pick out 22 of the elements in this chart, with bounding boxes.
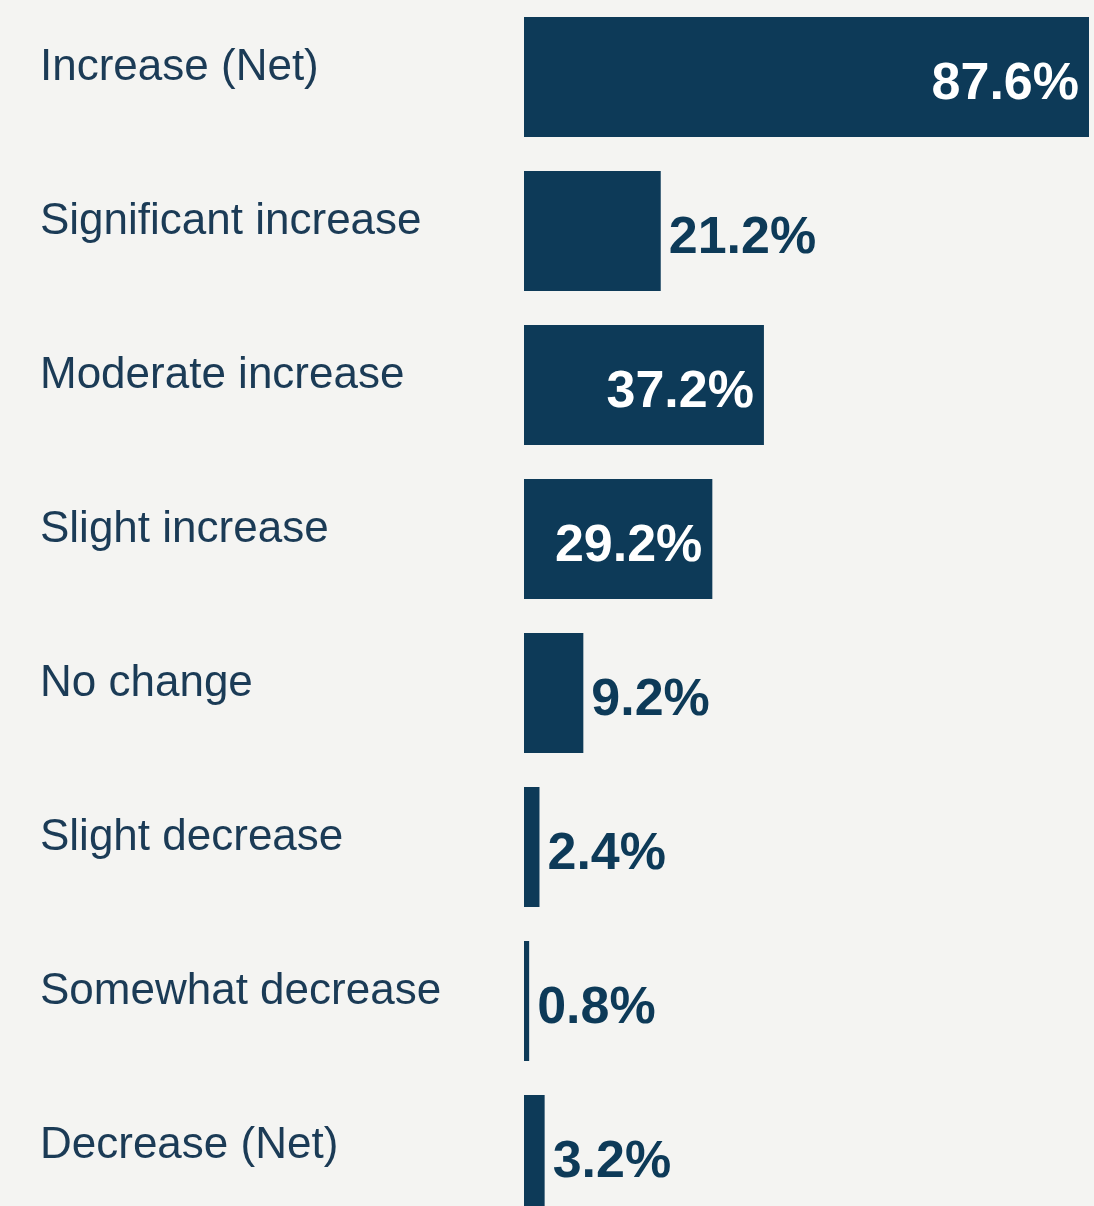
data-label: 0.8% [537, 976, 656, 1035]
bar [524, 171, 661, 291]
y-tick-label: Somewhat decrease [40, 964, 442, 1014]
data-label: 21.2% [668, 206, 817, 265]
y-tick-label: Slight decrease [40, 810, 344, 860]
y-tick-label: Decrease (Net) [40, 1118, 339, 1168]
data-label: 87.6% [931, 52, 1079, 111]
bar [524, 325, 764, 445]
data-label: 29.2% [554, 514, 703, 573]
data-label: 3.2% [552, 1130, 672, 1189]
data-label: 9.2% [591, 668, 710, 727]
y-tick-label: Increase (Net) [40, 40, 319, 90]
y-tick-label: Significant increase [40, 194, 422, 244]
bar [524, 633, 584, 753]
bar [524, 17, 1089, 137]
y-tick-label: Moderate increase [40, 348, 405, 398]
data-label: 37.2% [606, 360, 754, 419]
data-label: 2.4% [547, 822, 667, 881]
y-tick-label: No change [40, 656, 253, 706]
y-tick-label: Slight increase [40, 502, 329, 552]
bar [524, 941, 530, 1061]
bar [524, 787, 540, 907]
